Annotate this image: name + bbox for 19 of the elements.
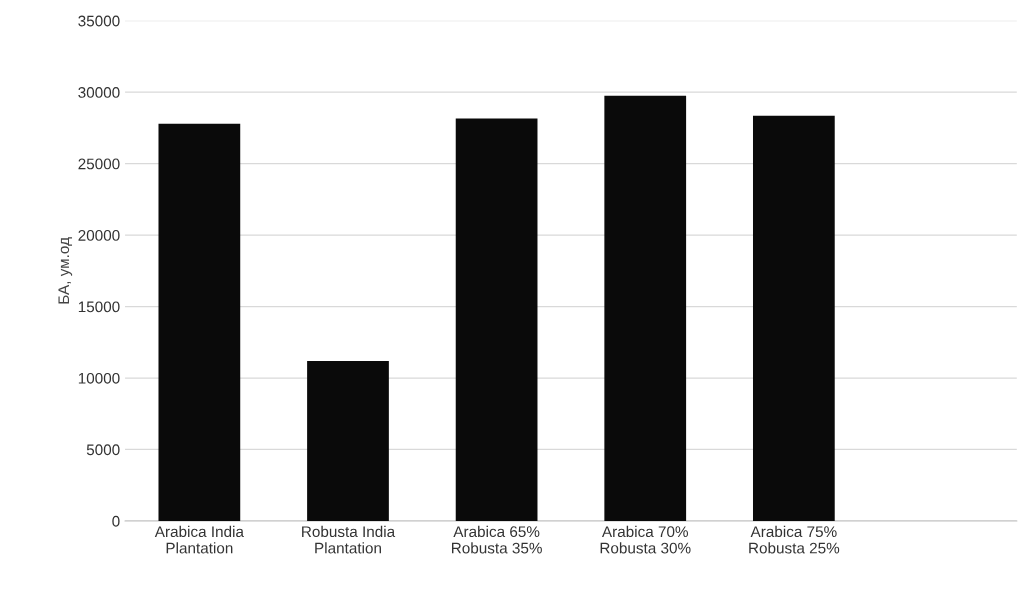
bar	[158, 123, 241, 521]
x-tick-label: Arabica 70% Robusta 30%	[600, 525, 691, 554]
y-tick-label: 35000	[78, 15, 120, 27]
y-axis-title: БА, ум.од	[58, 237, 73, 304]
y-tick-label: 5000	[86, 444, 120, 456]
x-tick-label: Robusta India Plantation	[302, 525, 396, 554]
bar	[455, 118, 538, 521]
x-tick-label: Arabica 75% Robusta 25%	[749, 525, 840, 554]
y-tick-label: 10000	[78, 372, 120, 384]
y-tick-label: 20000	[78, 229, 120, 241]
y-tick-label: 0	[112, 515, 120, 527]
bar	[752, 115, 835, 521]
y-tick-label: 30000	[78, 87, 120, 98]
x-tick-label: Arabica India Plantation	[154, 525, 244, 554]
bar	[604, 95, 687, 521]
y-tick-label: 15000	[78, 301, 120, 313]
x-tick-label: Arabica 65% Robusta 35%	[452, 525, 542, 554]
bar	[307, 360, 389, 521]
y-tick-label: 25000	[78, 158, 120, 170]
